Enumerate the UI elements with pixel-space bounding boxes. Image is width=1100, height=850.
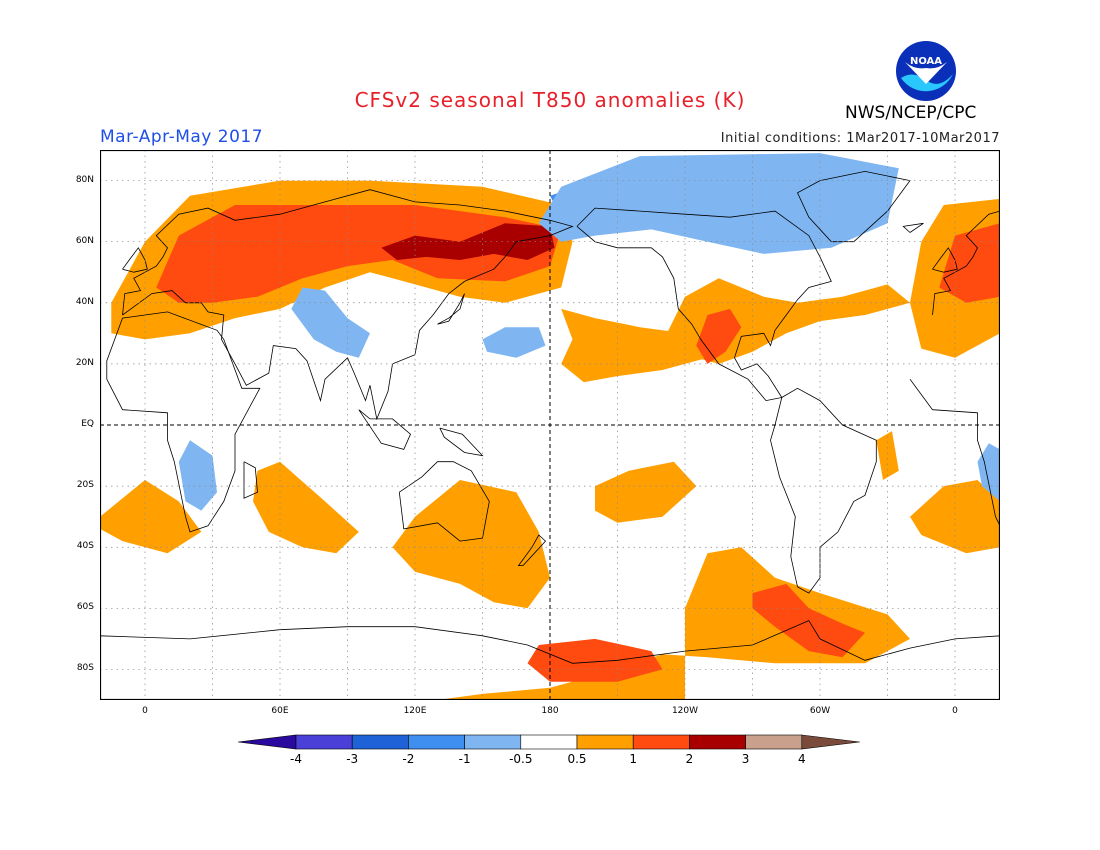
coastline-segment bbox=[517, 534, 547, 567]
initial-conditions-label: Initial conditions: 1Mar2017-10Mar2017 bbox=[720, 131, 1000, 146]
colorbar-level-label: -3 bbox=[346, 752, 359, 766]
colorbar-swatch bbox=[576, 734, 634, 750]
anomaly-map bbox=[100, 150, 1000, 700]
organization-label: NWS/NCEP/CPC bbox=[845, 103, 977, 123]
coastline-segment bbox=[122, 189, 574, 421]
anomaly-region-south-pacific-warm bbox=[595, 461, 697, 523]
anomaly-region-central-asia-cold bbox=[291, 287, 370, 358]
anomaly-region-s-atlantic-warm-right bbox=[910, 480, 1000, 554]
chart-title: CFSv2 seasonal T850 anomalies (K) bbox=[354, 88, 746, 112]
anomaly-region-ross-sea-2k bbox=[527, 638, 663, 682]
lat-label: 80S bbox=[76, 663, 94, 674]
anomaly-region-pacific-cold-small bbox=[482, 327, 546, 358]
coastline-segment bbox=[106, 311, 261, 533]
anomaly-region-europe-2k-right bbox=[939, 223, 1000, 303]
lon-label: 60E bbox=[271, 706, 289, 716]
anomaly-region-australia-nz-warm bbox=[392, 480, 550, 609]
grid-lines bbox=[100, 150, 1000, 700]
anomaly-regions bbox=[100, 153, 1000, 700]
noaa-logo: NOAA bbox=[896, 41, 956, 101]
lat-label: 80N bbox=[75, 174, 94, 185]
coastline-segment bbox=[902, 222, 924, 233]
anomaly-region-sa-east-warm bbox=[876, 431, 899, 480]
colorbar-swatch bbox=[464, 734, 522, 750]
colorbar-level-label: 4 bbox=[797, 752, 806, 766]
lon-label: 0 bbox=[952, 706, 958, 716]
colorbar-upper-extend bbox=[801, 734, 860, 750]
colorbar-level-label: 0.5 bbox=[567, 752, 587, 766]
coastline-segment bbox=[100, 620, 1000, 664]
lon-label: 180 bbox=[541, 706, 559, 716]
lat-label: 60S bbox=[76, 602, 94, 613]
lat-label: 20N bbox=[75, 357, 94, 368]
colorbar-level-label: 3 bbox=[741, 752, 750, 766]
logo-text: NOAA bbox=[910, 56, 942, 67]
lon-label: 120W bbox=[671, 706, 699, 716]
lat-label: 40S bbox=[76, 541, 94, 552]
colorbar-level-label: -2 bbox=[402, 752, 415, 766]
colorbar-lower-extend bbox=[238, 734, 297, 750]
lat-label: 40N bbox=[75, 296, 94, 307]
coastline-segment bbox=[439, 427, 484, 457]
lat-label: EQ bbox=[81, 419, 94, 429]
coastline-segment bbox=[796, 170, 911, 243]
anomaly-region-south-africa-cold bbox=[178, 440, 217, 511]
anomaly-region-south-africa-warm-left bbox=[100, 480, 202, 554]
colorbar-swatch bbox=[408, 734, 465, 750]
colorbar-swatch bbox=[632, 734, 690, 750]
colorbar-swatch bbox=[351, 734, 409, 750]
lon-label: 120E bbox=[403, 706, 427, 716]
anomaly-region-north-america-2k bbox=[696, 308, 742, 364]
coastline-segment bbox=[437, 293, 465, 325]
season-label: Mar-Apr-May 2017 bbox=[100, 127, 264, 147]
colorbar-level-label: -1 bbox=[458, 752, 471, 766]
coastline-segment bbox=[909, 378, 1000, 526]
lat-label: 20S bbox=[76, 480, 94, 491]
colorbar bbox=[238, 734, 860, 750]
coastline-segment bbox=[932, 210, 1000, 316]
coastline-segment bbox=[358, 409, 411, 450]
anomaly-region-arctic-cold-light bbox=[538, 153, 899, 254]
anomaly-region-south-indian-warm bbox=[253, 461, 359, 554]
colorbar-swatch bbox=[745, 734, 803, 750]
colorbar-swatch bbox=[295, 734, 353, 750]
lon-label: 0 bbox=[142, 706, 148, 716]
colorbar-level-label: -0.5 bbox=[509, 752, 533, 766]
map-frame bbox=[100, 150, 1000, 700]
colorbar-level-label: -4 bbox=[290, 752, 302, 766]
anomaly-region-siberia-3k bbox=[381, 223, 555, 260]
colorbar-level-label: 1 bbox=[629, 752, 637, 766]
lon-label: 60W bbox=[809, 706, 831, 716]
colorbar-swatch bbox=[689, 734, 746, 750]
anomaly-region-south-america-warm bbox=[437, 547, 910, 700]
lat-label: 60N bbox=[75, 235, 94, 246]
anomaly-region-eurasia-2k bbox=[156, 205, 562, 303]
colorbar-level-label: 2 bbox=[685, 752, 694, 766]
coastline-segment bbox=[576, 207, 832, 402]
coastline-segment bbox=[398, 461, 490, 542]
colorbar-swatch bbox=[520, 734, 578, 750]
